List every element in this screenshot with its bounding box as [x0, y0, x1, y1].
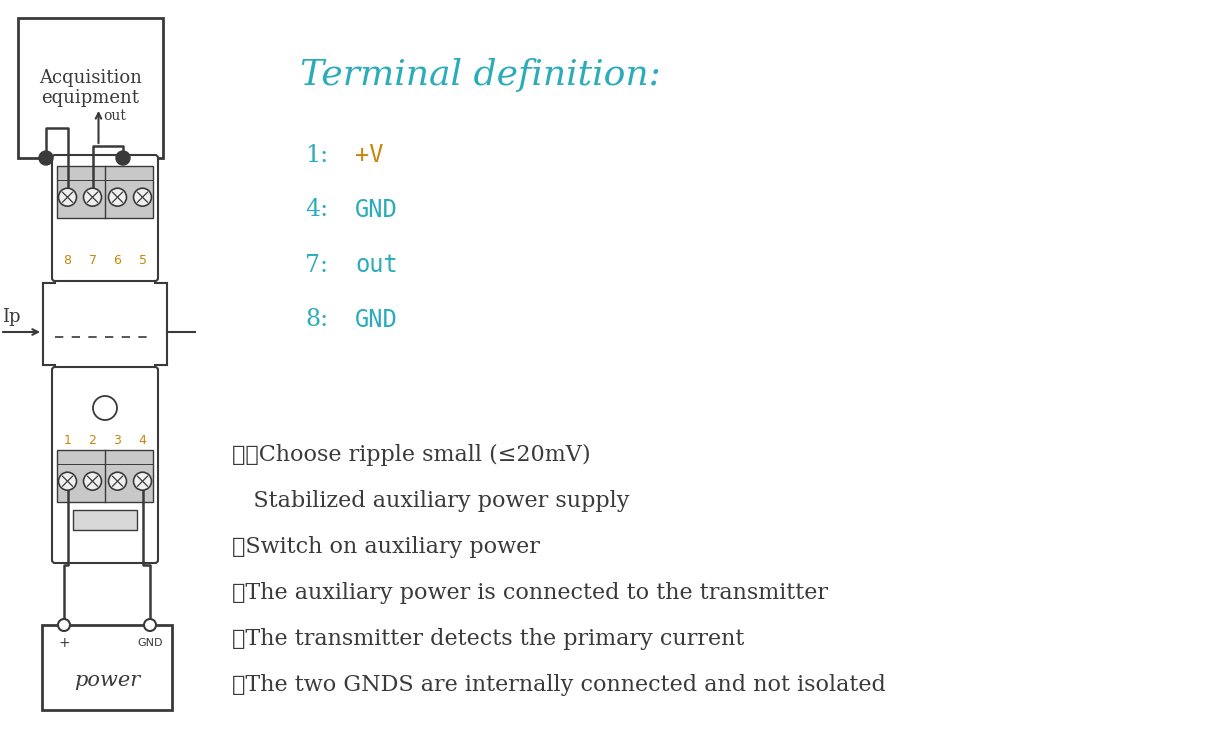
Circle shape [108, 188, 127, 206]
Text: out: out [355, 253, 398, 277]
Text: 7:: 7: [305, 253, 327, 277]
Text: 8: 8 [64, 253, 71, 266]
Text: 8:: 8: [305, 308, 329, 331]
Circle shape [84, 472, 101, 490]
Circle shape [108, 472, 127, 490]
Bar [57, 166, 153, 218]
Circle shape [144, 619, 156, 631]
Text: ※①Choose ripple small (≤20mV): ※①Choose ripple small (≤20mV) [231, 444, 591, 466]
Text: 3: 3 [113, 433, 122, 446]
Circle shape [84, 188, 101, 206]
FancyBboxPatch shape [52, 155, 158, 281]
Text: +: + [58, 636, 70, 650]
Text: Ip: Ip [2, 308, 21, 326]
Text: 5: 5 [139, 253, 146, 266]
Circle shape [133, 188, 151, 206]
Bar [18, 18, 162, 158]
Text: out: out [103, 109, 127, 123]
Text: ⑤The two GNDS are internally connected and not isolated: ⑤The two GNDS are internally connected a… [231, 674, 886, 696]
Text: power: power [74, 671, 140, 690]
Bar [73, 510, 137, 530]
Text: 1: 1 [64, 433, 71, 446]
Text: 4:: 4: [305, 199, 329, 221]
Text: ④The transmitter detects the primary current: ④The transmitter detects the primary cur… [231, 628, 745, 650]
Circle shape [116, 151, 130, 165]
Text: +V: +V [355, 143, 384, 167]
FancyBboxPatch shape [52, 367, 158, 563]
Circle shape [59, 472, 76, 490]
Text: Stabilized auxiliary power supply: Stabilized auxiliary power supply [231, 490, 629, 512]
Circle shape [58, 619, 70, 631]
Text: GND: GND [355, 308, 398, 332]
Text: 7: 7 [89, 253, 96, 266]
Text: 4: 4 [139, 433, 146, 446]
Text: GND: GND [355, 198, 398, 222]
Text: 6: 6 [113, 253, 122, 266]
Text: 2: 2 [89, 433, 96, 446]
Text: ③The auxiliary power is connected to the transmitter: ③The auxiliary power is connected to the… [231, 582, 828, 604]
Bar [42, 625, 172, 710]
Text: GND: GND [137, 638, 162, 648]
Text: 1:: 1: [305, 143, 329, 167]
Circle shape [59, 188, 76, 206]
Text: ②Switch on auxiliary power: ②Switch on auxiliary power [231, 536, 540, 558]
Text: Terminal definition:: Terminal definition: [300, 58, 661, 92]
Circle shape [133, 472, 151, 490]
Text: Acquisition
equipment: Acquisition equipment [39, 69, 142, 108]
Bar [57, 450, 153, 502]
Circle shape [39, 151, 53, 165]
